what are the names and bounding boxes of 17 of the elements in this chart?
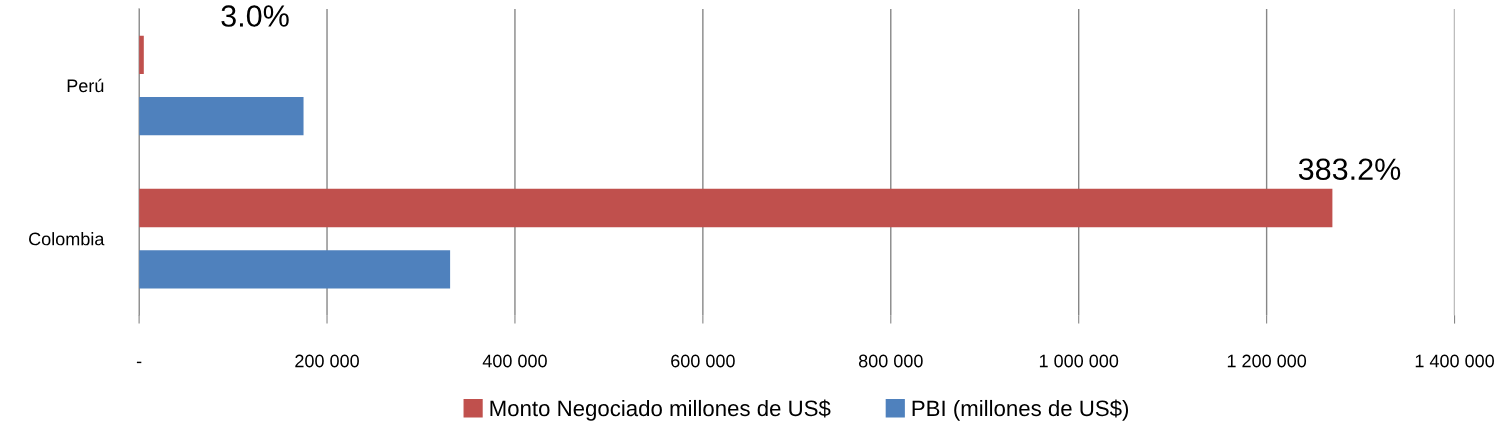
legend-label: Monto Negociado millones de US$ (490, 399, 831, 421)
x-tick-label: 1 200 000 (1227, 354, 1307, 368)
x-tick-label: - (136, 361, 142, 364)
bar (139, 96, 304, 136)
y-tick-label: Colombia (29, 232, 105, 246)
annotation: 383.2% (1298, 158, 1401, 181)
x-tick-label: 600 000 (671, 354, 735, 368)
x-tick-label: 400 000 (482, 354, 547, 368)
annotation: 3.0% (221, 5, 289, 27)
x-tick-label: 200 000 (295, 354, 359, 368)
bar (139, 250, 451, 289)
legend-label: PBI (millones de US$) (912, 399, 1129, 421)
x-tick-label: 1 000 000 (1039, 354, 1119, 368)
x-tick-label: 800 000 (858, 354, 923, 368)
bar (139, 188, 1333, 228)
x-tick-label: 1 400 000 (1415, 354, 1494, 368)
y-tick-label: Perú (67, 78, 104, 93)
